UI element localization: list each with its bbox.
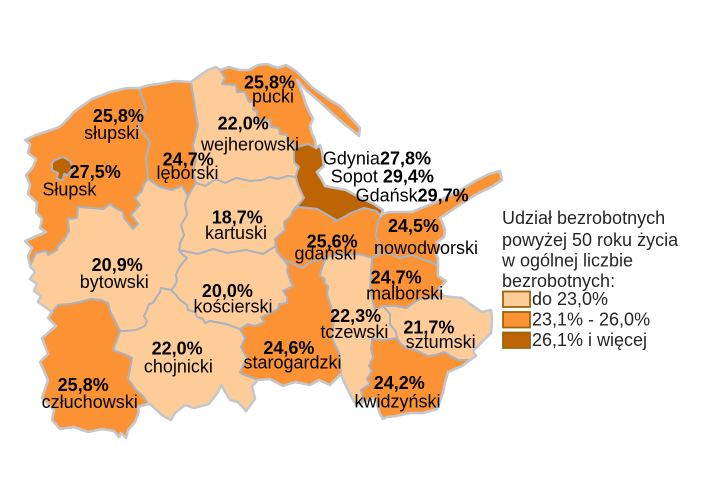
svg-text:23,1% - 26,0%: 23,1% - 26,0% — [532, 310, 650, 330]
svg-text:malborski: malborski — [366, 283, 443, 303]
svg-text:słupski: słupski — [84, 123, 139, 143]
svg-text:do 23,0%: do 23,0% — [532, 289, 608, 309]
svg-text:powyżej 50 roku życia: powyżej 50 roku życia — [502, 230, 679, 250]
svg-text:kartuski: kartuski — [205, 223, 267, 243]
svg-text:Sopot 29,4%: Sopot 29,4% — [331, 166, 434, 186]
svg-text:20,9%: 20,9% — [92, 255, 143, 275]
svg-text:lęborski: lęborski — [156, 163, 218, 183]
svg-text:człuchowski: człuchowski — [42, 392, 138, 412]
svg-text:27,5%: 27,5% — [70, 162, 121, 182]
svg-text:26,1% i więcej: 26,1% i więcej — [532, 330, 647, 350]
svg-text:chojnicki: chojnicki — [144, 356, 213, 376]
svg-text:starogardzki: starogardzki — [243, 352, 341, 372]
svg-text:24,7%: 24,7% — [163, 149, 214, 169]
svg-text:pucki: pucki — [252, 86, 294, 106]
svg-text:24,5%: 24,5% — [388, 216, 439, 236]
svg-text:25,6%: 25,6% — [307, 231, 358, 251]
svg-text:Gdańsk29,7%: Gdańsk29,7% — [356, 186, 469, 206]
svg-text:25,8%: 25,8% — [58, 375, 109, 395]
svg-text:w ogólnej liczbie: w ogólnej liczbie — [501, 251, 633, 271]
svg-text:gdański: gdański — [294, 244, 356, 264]
svg-text:nowodworski: nowodworski — [374, 238, 478, 258]
svg-text:24,2%: 24,2% — [374, 373, 425, 393]
svg-text:22,0%: 22,0% — [218, 113, 269, 133]
svg-text:bytowski: bytowski — [80, 272, 149, 292]
svg-text:tczewski: tczewski — [320, 322, 388, 342]
svg-text:Gdynia27,8%: Gdynia27,8% — [323, 148, 431, 168]
svg-text:sztumski: sztumski — [406, 332, 476, 352]
svg-text:20,0%: 20,0% — [202, 281, 253, 301]
svg-text:24,6%: 24,6% — [263, 338, 314, 358]
svg-text:Słupsk: Słupsk — [42, 180, 97, 200]
svg-text:22,0%: 22,0% — [152, 339, 203, 359]
svg-text:wejherowski: wejherowski — [200, 135, 299, 155]
svg-text:25,8%: 25,8% — [93, 106, 144, 126]
svg-text:bezrobotnych:: bezrobotnych: — [502, 271, 615, 291]
svg-text:24,7%: 24,7% — [371, 268, 422, 288]
svg-text:Udział bezrobotnych: Udział bezrobotnych — [502, 208, 665, 228]
svg-text:25,8%: 25,8% — [244, 73, 295, 93]
svg-text:21,7%: 21,7% — [403, 318, 454, 338]
svg-text:kościerski: kościerski — [193, 296, 272, 316]
svg-text:kwidzyński: kwidzyński — [354, 391, 440, 411]
svg-text:22,3%: 22,3% — [330, 306, 381, 326]
svg-text:18,7%: 18,7% — [212, 207, 263, 227]
